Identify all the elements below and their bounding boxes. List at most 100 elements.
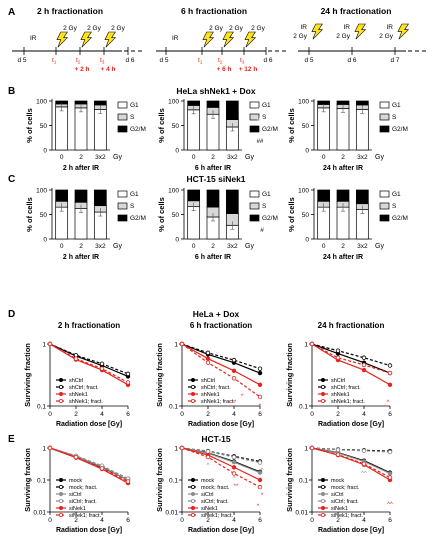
significance-mark: ^ [260,467,264,474]
legend-swatch [379,113,390,121]
bar-segment [187,189,201,202]
panel-c: C HCT-15 siNek1 0 50 100 0 2 3x2 Gy 2 h after I… [8,174,408,261]
legend-marker [320,491,325,496]
legend-label: siCtrl; fract. [69,499,97,505]
lightning-icon [222,31,235,48]
dose-label: 2 Gy [229,25,243,32]
dose-label: 2 Gy [63,25,77,32]
time-point-label: t2 [218,57,223,65]
bar-segment [336,100,350,105]
legend-marker [59,513,64,518]
data-point [361,448,367,453]
data-point [387,449,393,455]
panel-subtitle: 6 h after IR [195,254,231,261]
y-axis-label: Surviving fraction [155,448,164,512]
data-point [205,454,211,460]
legend-marker [190,498,195,503]
legend-label: siNek1; fract. [201,513,234,519]
significance-mark: ** [234,484,239,490]
bar-segment [336,206,350,240]
legend-swatch [379,101,390,109]
legend-marker [59,484,64,489]
time-offset-label: + 12 h [239,66,258,73]
y-tick-label: 50 [302,212,310,219]
significance-mark: ^ [386,399,390,406]
data-point [257,470,263,475]
y-tick-label: 100 [36,188,47,195]
y-tick-label: 1 [174,446,178,453]
data-point [47,341,53,347]
data-point [99,361,105,366]
bar-segment [74,100,88,105]
lightning-icon [56,31,69,48]
bar-segment [225,189,239,214]
data-point [205,350,211,356]
series-line [49,447,129,484]
x-tick-label: 2 [211,243,215,250]
lightning-icon [244,31,257,48]
day-label: d 6 [263,57,272,64]
day-label: d 6 [125,57,134,64]
legend-marker [320,484,325,489]
x-tick-label: 3x2 [227,154,238,161]
data-point [231,454,237,460]
y-axis-label: % of cells [157,197,166,232]
time-point-label: t3 [240,57,245,65]
series-line [181,343,261,386]
series-line [49,447,129,483]
x-tick-label: 0 [48,411,52,418]
series-line [49,343,129,375]
unit-label: Gy [113,243,122,250]
y-tick-label: 50 [40,123,48,130]
legend-marker [59,498,64,503]
series-line [49,447,129,481]
series-line [181,343,261,398]
data-point [205,356,211,361]
legend-marker [320,391,325,396]
x-tick-label: 6 [258,411,262,418]
panel-b: B HeLa shNek1 + Dox 0 50 100 0 2 3x2 Gy 2 h aft… [8,86,408,172]
series-line [181,447,261,463]
legend-marker [320,505,325,510]
dose-label: 2 Gy [209,25,223,32]
data-point [335,348,341,353]
legend-label: shCtrl [201,378,215,384]
data-point [179,445,185,451]
legend-marker [59,398,64,403]
data-point [387,363,393,368]
legend-label: siCtrl; fract. [201,499,229,505]
x-tick-label: 2 [336,411,340,418]
bar-segment [74,189,88,203]
series-line [49,447,129,480]
legend-label: siNek1 [201,506,218,512]
time-offset-label: + 4 h [101,66,116,73]
series-line [311,447,391,478]
legend-swatch [379,125,390,133]
x-tick-label: 0 [192,154,196,161]
legend-label: shNek1 [331,392,350,398]
x-tick-label: 0 [180,517,184,524]
unit-label: Gy [375,154,384,161]
y-tick-label: 1 [174,342,178,349]
x-tick-label: 4 [362,517,366,524]
x-tick-label: 2 [74,517,78,524]
bar-segment [206,113,220,151]
y-tick-label: 0.01 [33,510,46,517]
series-line [311,343,391,367]
y-tick-label: 0.1 [299,478,308,485]
significance-mark: * [241,393,244,400]
legend-swatch [249,214,260,222]
series-line [311,343,391,374]
legend-swatch [249,125,260,133]
y-tick-label: 1 [304,342,308,349]
legend-marker [59,384,64,389]
panel-subtitle: 2 h after IR [63,254,99,261]
y-tick-label: 1 [42,342,46,349]
time-point-subscript: 2 [78,60,81,65]
y-axis-label: Surviving fraction [285,448,294,512]
y-tick-label: 0.1 [169,478,178,485]
series-line [181,447,261,481]
y-axis-label: Surviving fraction [23,343,32,407]
